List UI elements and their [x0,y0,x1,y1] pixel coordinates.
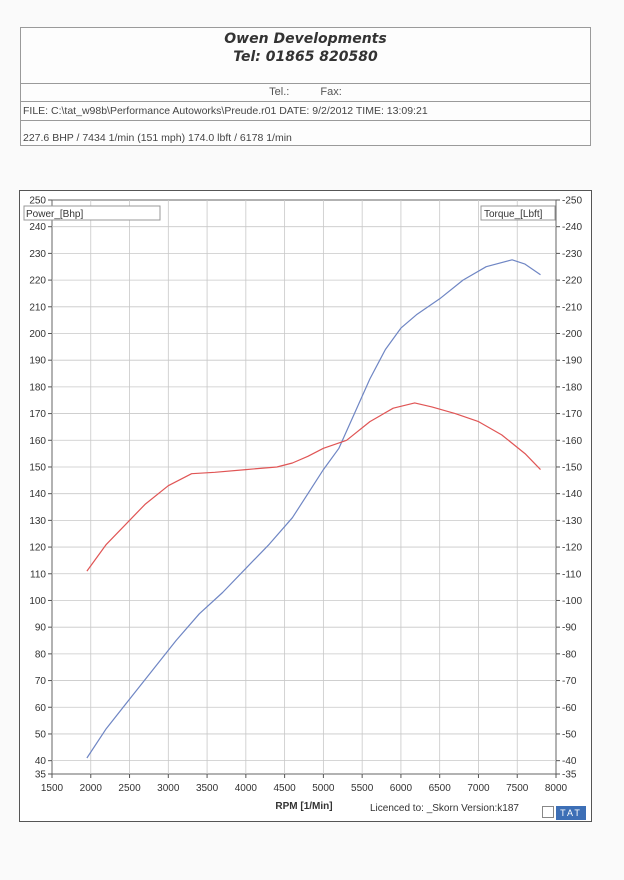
y-tick-label-left: 170 [29,409,46,420]
file-info: FILE: C:\tat_w98b\Performance Autoworks\… [23,105,428,117]
y-tick-label-right: -140 [562,489,582,500]
y-tick-label-right: -220 [562,276,582,287]
y-tick-label-left: 160 [29,436,46,447]
y-tick-label-left: 180 [29,382,46,393]
company-phone: Tel: 01865 820580 [233,49,378,65]
x-tick-label: 5000 [312,783,335,794]
y-tick-label-left: 250 [29,196,46,207]
y-tick-label-left: 200 [29,329,46,340]
y-tick-label-left: 190 [29,356,46,367]
y-tick-label-left: 210 [29,302,46,313]
y-tick-label-left: 35 [35,770,47,781]
y-tick-label-right: -90 [562,623,577,634]
y-tick-label-right: -70 [562,676,577,687]
x-tick-label: 7500 [506,783,529,794]
y-tick-label-right: -200 [562,329,582,340]
power-curve [86,259,541,759]
y-tick-label-right: -130 [562,516,582,527]
y-tick-label-right: -40 [562,756,577,767]
right-axis-label: Torque_[Lbft] [484,209,543,220]
divider [21,83,590,84]
x-tick-label: 4000 [235,783,258,794]
x-tick-label: 2500 [118,783,141,794]
y-tick-label-left: 60 [35,703,47,714]
x-tick-label: 6000 [390,783,413,794]
y-tick-label-right: -160 [562,436,582,447]
y-tick-label-right: -100 [562,596,582,607]
x-tick-label: 2000 [80,783,103,794]
x-axis-title: RPM [1/Min] [275,801,332,812]
divider [21,120,590,121]
y-tick-label-right: -240 [562,222,582,233]
y-tick-label-right: -190 [562,356,582,367]
y-tick-label-right: -180 [562,382,582,393]
y-tick-label-left: 120 [29,543,46,554]
y-tick-label-left: 150 [29,462,46,473]
fax-label: Fax: [320,86,342,98]
x-tick-label: 3500 [196,783,219,794]
tat-badge: TAT [556,806,586,820]
y-tick-label-left: 110 [30,569,46,580]
company-name: Owen Developments [224,31,387,47]
company-title: Owen Developments Tel: 01865 820580 [21,30,590,66]
y-tick-label-right: -170 [562,409,582,420]
y-tick-label-left: 230 [29,249,46,260]
right-axis-label-box [480,205,556,221]
report-header: Owen Developments Tel: 01865 820580 Tel.… [20,27,591,146]
y-tick-label-left: 80 [35,649,47,660]
y-tick-label-right: -35 [562,770,577,781]
y-tick-label-right: -110 [562,569,582,580]
x-tick-label: 7000 [467,783,490,794]
y-tick-label-left: 50 [35,729,47,740]
x-tick-label: 4500 [273,783,296,794]
license-text: Licenced to: _Skorn Version:k187 [370,803,519,814]
x-tick-label: 1500 [41,783,64,794]
x-tick-label: 3000 [157,783,180,794]
x-tick-label: 6500 [429,783,452,794]
y-tick-label-left: 90 [35,623,47,634]
checkbox-icon [542,806,554,818]
y-tick-label-right: -60 [562,703,577,714]
y-tick-label-left: 100 [29,596,46,607]
y-tick-label-right: -80 [562,649,577,660]
y-tick-label-left: 130 [29,516,46,527]
y-tick-label-right: -230 [562,249,582,260]
y-tick-label-left: 70 [35,676,47,687]
x-tick-label: 5500 [351,783,374,794]
contact-row: Tel.: Fax: [21,86,590,98]
x-tick-label: 8000 [545,783,568,794]
left-axis-label: Power_[Bhp] [26,209,83,220]
y-tick-label-left: 40 [35,756,47,767]
divider [21,101,590,102]
y-tick-label-left: 220 [29,276,46,287]
y-tick-label-right: -120 [562,543,582,554]
result-summary: 227.6 BHP / 7434 1/min (151 mph) 174.0 l… [23,132,292,144]
y-tick-label-right: -210 [562,302,582,313]
left-axis-label-box [23,205,161,221]
torque-curve [86,402,541,572]
tel-label: Tel.: [269,86,290,98]
y-tick-label-right: -150 [562,462,582,473]
y-tick-label-right: -250 [562,196,582,207]
y-tick-label-right: -50 [562,729,577,740]
plot-area [51,199,557,775]
y-tick-label-left: 140 [29,489,46,500]
y-tick-label-left: 240 [29,222,46,233]
